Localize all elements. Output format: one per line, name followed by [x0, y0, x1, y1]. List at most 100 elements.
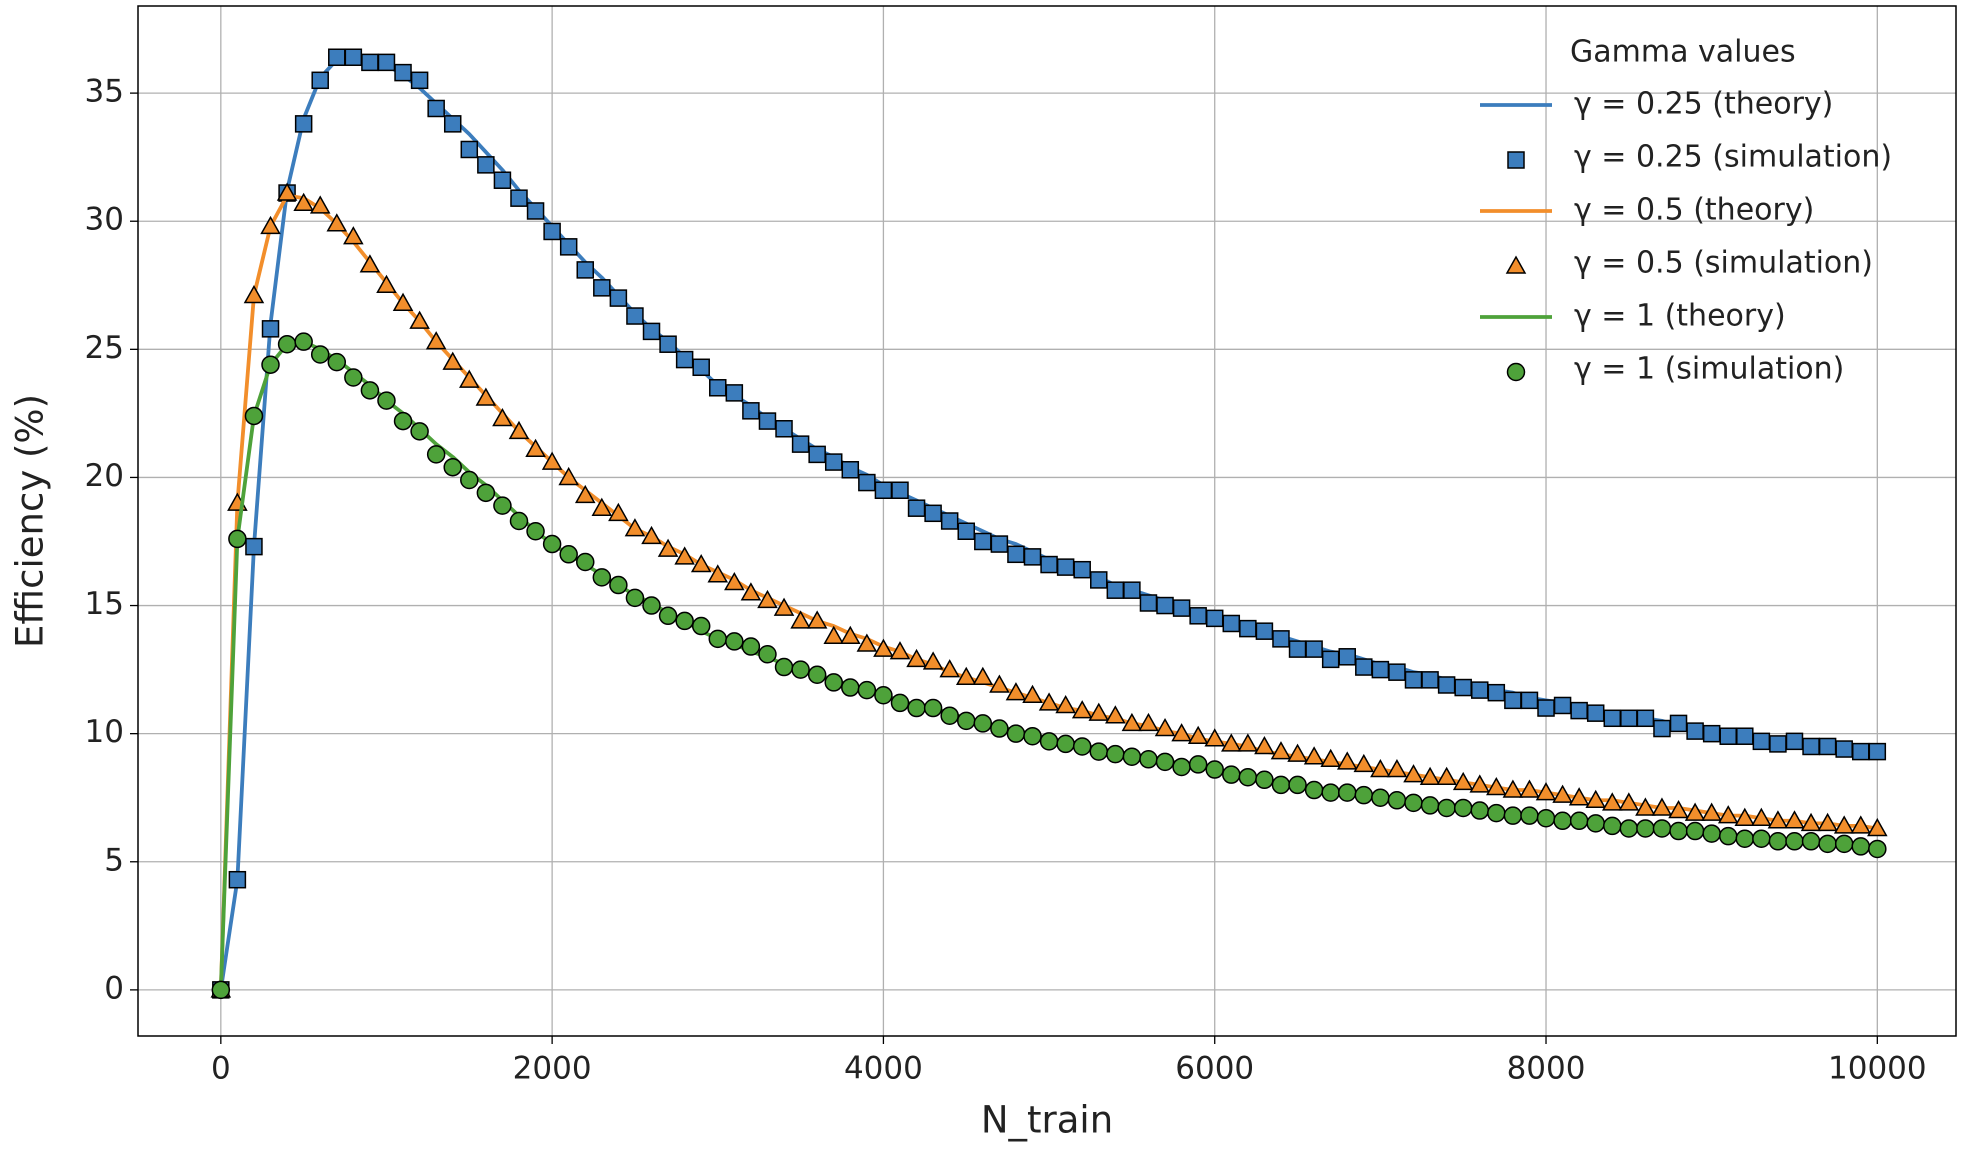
data-point — [1353, 753, 1375, 773]
series-line — [218, 339, 1878, 990]
x-axis-label: N_train — [981, 1099, 1113, 1142]
data-point — [1487, 803, 1506, 823]
data-point — [1056, 734, 1075, 754]
data-point — [692, 358, 710, 377]
data-point — [791, 660, 810, 679]
data-point — [1751, 807, 1772, 826]
data-point — [1685, 821, 1705, 841]
data-point — [1039, 732, 1059, 751]
data-point — [1287, 743, 1308, 762]
data-point — [1189, 607, 1207, 625]
x-tick-label: 6000 — [1175, 1051, 1254, 1087]
data-point — [1305, 640, 1323, 658]
data-point — [277, 334, 297, 354]
data-point — [1769, 735, 1787, 753]
data-point — [609, 575, 628, 595]
data-point — [493, 496, 512, 515]
data-point — [1272, 630, 1290, 648]
data-point — [642, 322, 661, 341]
data-point — [311, 71, 329, 90]
y-axis-label: Efficiency (%) — [9, 394, 52, 648]
data-point — [1105, 705, 1126, 724]
y-tick-label: 10 — [85, 714, 124, 750]
data-point — [1852, 742, 1870, 761]
data-point — [409, 310, 430, 329]
x-tick-label: 10000 — [1828, 1051, 1927, 1087]
data-point — [510, 189, 528, 207]
data-point — [1618, 792, 1640, 811]
data-point — [659, 335, 677, 353]
data-point — [393, 411, 413, 431]
data-point — [410, 71, 429, 90]
data-point — [1388, 663, 1406, 681]
data-point — [1270, 741, 1292, 760]
data-point — [1355, 658, 1373, 676]
data-point — [309, 195, 331, 214]
data-point — [1601, 792, 1623, 811]
y-tick-label: 35 — [85, 74, 124, 110]
data-point — [1007, 545, 1025, 564]
data-point — [576, 261, 595, 279]
data-point — [361, 53, 379, 72]
data-point — [559, 545, 578, 564]
data-point — [1471, 681, 1489, 699]
data-point — [858, 473, 876, 492]
data-point — [841, 461, 860, 479]
data-point — [1619, 819, 1639, 838]
data-point — [873, 638, 894, 657]
data-point — [922, 651, 944, 670]
data-point — [1321, 650, 1340, 669]
legend-label: γ = 0.25 (theory) — [1574, 87, 1833, 122]
legend-label: γ = 0.5 (simulation) — [1574, 246, 1873, 281]
data-point — [1818, 737, 1837, 756]
data-point — [1620, 709, 1638, 728]
legend-label: γ = 1 (theory) — [1574, 299, 1786, 334]
data-point — [608, 502, 629, 522]
data-point — [1106, 581, 1125, 599]
data-point — [543, 222, 561, 241]
data-point — [1022, 684, 1043, 703]
data-point — [889, 641, 911, 660]
data-point — [856, 633, 878, 652]
data-point — [493, 171, 512, 189]
data-point — [1454, 678, 1472, 697]
data-point — [1304, 780, 1324, 800]
data-point — [708, 629, 728, 649]
data-point — [1255, 770, 1274, 790]
x-tick-label: 0 — [211, 1051, 231, 1087]
data-point — [593, 279, 611, 297]
data-point — [641, 525, 662, 545]
data-point — [924, 504, 942, 523]
data-point — [1851, 837, 1871, 856]
data-point — [807, 665, 827, 684]
data-point — [1271, 775, 1291, 795]
data-point — [1139, 594, 1158, 612]
data-point — [1719, 727, 1737, 745]
data-point — [1056, 558, 1075, 576]
data-point — [326, 213, 348, 232]
data-point — [1470, 801, 1490, 820]
data-point — [327, 352, 347, 372]
data-point — [824, 673, 843, 692]
data-point — [1220, 733, 1242, 752]
data-point — [907, 499, 926, 517]
data-point — [1669, 714, 1688, 733]
data-point — [824, 453, 843, 471]
data-point — [1868, 839, 1887, 859]
data-point — [1172, 757, 1191, 777]
data-point — [1653, 719, 1671, 738]
data-point — [1636, 709, 1655, 728]
data-point — [1121, 712, 1143, 732]
data-point — [360, 381, 380, 400]
legend-swatch — [1507, 151, 1525, 169]
data-point — [657, 538, 679, 557]
data-point — [1868, 742, 1887, 761]
data-point — [243, 284, 265, 304]
data-point — [377, 53, 396, 72]
data-point — [1338, 648, 1356, 666]
data-point — [526, 202, 545, 220]
data-point — [1237, 733, 1259, 752]
data-point — [228, 529, 247, 549]
data-point — [907, 698, 926, 718]
